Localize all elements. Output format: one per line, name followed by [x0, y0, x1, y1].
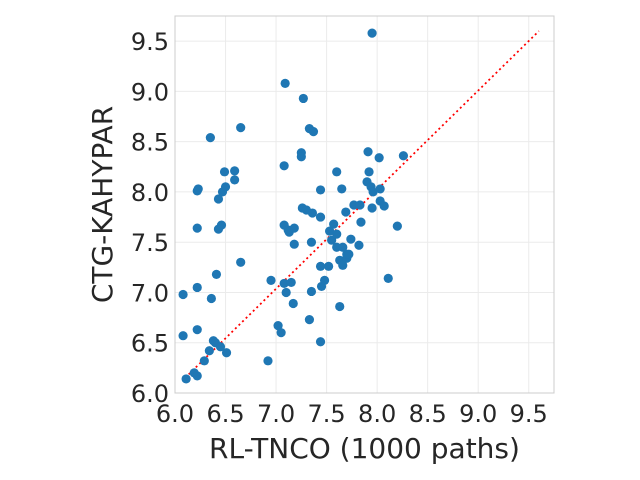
data-point	[178, 331, 188, 341]
x-tick-label: 9.0	[459, 400, 497, 428]
data-point	[193, 184, 203, 194]
data-point	[315, 261, 326, 271]
x-tick-label: 6.0	[156, 400, 194, 428]
data-point	[296, 152, 306, 162]
data-point	[288, 298, 298, 309]
data-point	[304, 315, 315, 325]
y-tick-label: 8.0	[131, 179, 169, 207]
data-point	[211, 269, 222, 279]
plot-frame	[174, 15, 555, 394]
data-point	[289, 239, 299, 249]
data-point	[192, 282, 202, 293]
data-point	[346, 234, 356, 244]
x-tick-label: 8.0	[358, 400, 396, 428]
y-tick-label: 9.5	[131, 28, 169, 56]
data-point	[266, 275, 276, 286]
x-tick-label: 8.5	[409, 400, 447, 428]
data-point	[315, 337, 326, 347]
data-point	[273, 321, 283, 331]
data-point	[298, 93, 308, 104]
data-point	[236, 122, 246, 133]
data-point	[178, 289, 188, 300]
data-point	[392, 221, 402, 231]
y-tick-label: 7.0	[131, 279, 169, 307]
data-point	[354, 240, 364, 250]
data-point	[230, 175, 240, 185]
data-point	[329, 219, 339, 229]
data-point	[398, 151, 409, 161]
y-tick-label: 8.5	[131, 129, 169, 157]
data-point	[279, 278, 289, 289]
data-point	[367, 203, 377, 213]
data-point	[363, 147, 373, 157]
data-point	[221, 348, 232, 358]
grid-lines	[174, 16, 554, 394]
x-axis-label: RL-TNCO (1000 paths)	[209, 432, 520, 465]
data-points	[178, 28, 409, 384]
data-point	[379, 201, 389, 211]
data-point	[215, 342, 226, 352]
data-point	[315, 212, 326, 222]
data-point	[306, 237, 317, 247]
y-tick-label: 9.0	[131, 78, 169, 106]
data-point	[204, 346, 214, 356]
data-point	[319, 275, 330, 286]
y-axis-label: CTG-KAHYPAR	[86, 106, 119, 303]
data-point	[279, 161, 289, 171]
data-point	[307, 208, 318, 218]
data-point	[280, 78, 290, 88]
data-point	[324, 261, 334, 271]
data-point	[192, 325, 202, 335]
x-tick-labels: 6.0 6.5 7.0 7.5 8.0 8.5 9.0 9.5	[156, 400, 548, 428]
data-point	[364, 167, 374, 177]
data-point	[332, 229, 342, 239]
data-point	[205, 133, 215, 143]
data-point	[199, 356, 209, 366]
data-point	[335, 301, 345, 312]
data-point	[230, 166, 240, 176]
x-tick-label: 6.5	[206, 400, 244, 428]
data-point	[337, 184, 347, 194]
data-point	[236, 257, 246, 267]
data-point	[327, 235, 337, 245]
data-point	[374, 153, 384, 163]
y-tick-label: 7.5	[131, 229, 169, 257]
data-point	[375, 184, 385, 194]
data-point	[181, 374, 191, 384]
data-point	[263, 356, 273, 366]
x-tick-label: 9.5	[510, 400, 548, 428]
data-point	[338, 260, 348, 270]
data-point	[332, 167, 342, 177]
data-point	[206, 293, 216, 304]
data-point	[383, 273, 393, 283]
x-tick-label: 7.5	[308, 400, 346, 428]
data-point	[219, 167, 230, 177]
data-point	[315, 185, 326, 195]
data-point	[216, 220, 227, 230]
data-point	[286, 277, 296, 288]
data-point	[367, 28, 377, 38]
x-tick-label: 7.0	[257, 400, 295, 428]
data-point	[213, 194, 224, 204]
data-point	[325, 226, 335, 236]
y-tick-labels: 6.0 6.5 7.0 7.5 8.0 8.5 9.0 9.5	[131, 28, 169, 408]
data-point	[306, 286, 317, 297]
y-tick-label: 6.5	[131, 330, 169, 358]
data-point	[308, 127, 319, 137]
data-point	[289, 223, 299, 233]
data-point	[344, 249, 354, 259]
data-point	[192, 371, 202, 381]
y-tick-label: 6.0	[131, 380, 169, 408]
data-point	[341, 207, 351, 217]
data-point	[368, 187, 378, 197]
data-point	[276, 328, 286, 338]
data-point	[355, 200, 365, 210]
data-point	[192, 223, 202, 233]
data-point	[356, 217, 366, 227]
data-point	[220, 182, 231, 192]
data-point	[338, 242, 348, 252]
data-point	[281, 287, 291, 298]
